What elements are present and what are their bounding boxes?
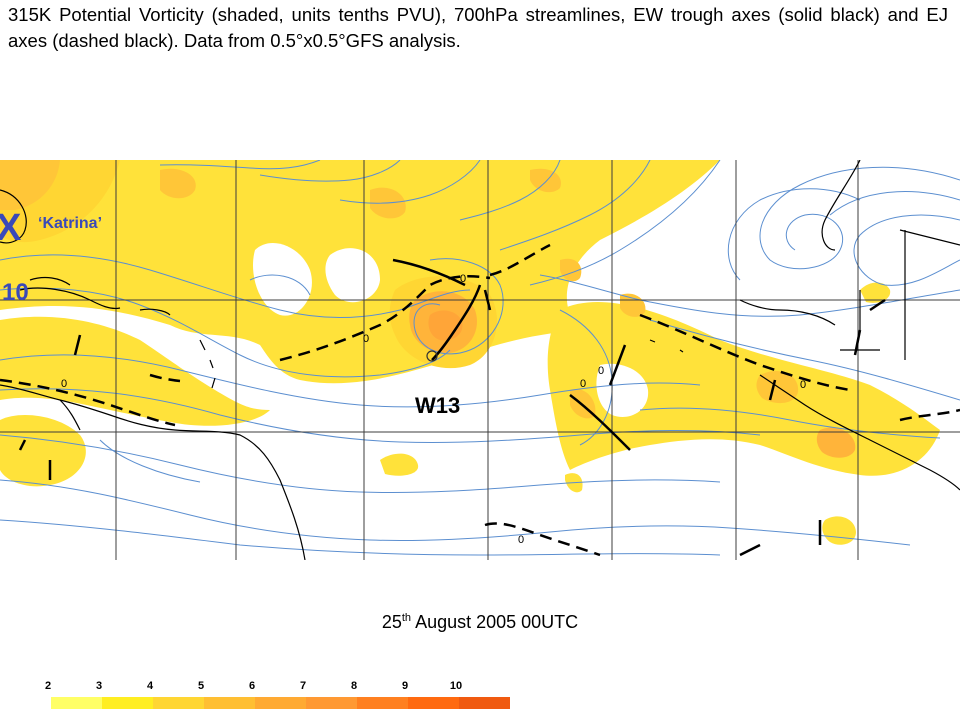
contour-label-3: 0 <box>598 365 604 377</box>
scale-swatch <box>408 697 459 709</box>
pv-map: X ‘Katrina’ 10 W13 0 0 0 0 0 0 0 <box>0 160 960 560</box>
analysis-date: 25th August 2005 00UTC <box>0 612 960 633</box>
wave-vortex-marker <box>426 350 438 362</box>
scale-label: 4 <box>146 680 154 692</box>
scale-label: 9 <box>401 680 409 692</box>
scale-label: 10 <box>449 680 463 692</box>
figure-caption: 315K Potential Vorticity (shaded, units … <box>8 4 948 51</box>
wave-label: W13 <box>415 393 460 418</box>
scale-swatch <box>204 697 255 709</box>
scale-swatch <box>0 697 51 709</box>
scale-label: 6 <box>248 680 256 692</box>
contour-label-7: 0 <box>518 534 524 546</box>
ew-trough-axes <box>18 258 886 557</box>
contour-label-2: 0 <box>363 333 369 345</box>
scale-swatch <box>306 697 357 709</box>
storm-x-label: X <box>0 207 22 249</box>
scale-label: 8 <box>350 680 358 692</box>
annotations: X ‘Katrina’ 10 W13 0 0 0 0 0 0 0 <box>0 207 806 546</box>
date-suffix: th <box>401 612 412 624</box>
storm-name-label: ‘Katrina’ <box>38 215 102 232</box>
contour-label-5: 0 <box>800 379 806 391</box>
scale-swatch <box>255 697 306 709</box>
streamlines <box>0 160 960 556</box>
contour-label-1: 0 <box>460 273 466 285</box>
scale-swatch <box>51 697 102 709</box>
scale-label: 5 <box>197 680 205 692</box>
contour-label-6: 0 <box>61 378 67 390</box>
ej-axes <box>0 243 960 557</box>
storm-number-label: 10 <box>2 279 29 306</box>
scale-swatch <box>459 697 510 709</box>
contour-label-4: 0 <box>580 378 586 390</box>
date-rest: August 2005 00UTC <box>415 612 579 632</box>
scale-swatch <box>153 697 204 709</box>
scale-swatch <box>357 697 408 709</box>
scale-label: 7 <box>299 680 307 692</box>
scale-label: 3 <box>95 680 103 692</box>
latlon-grid <box>0 160 960 560</box>
coastlines <box>0 160 960 560</box>
date-day: 25 <box>381 612 402 632</box>
scale-label: 2 <box>44 680 52 692</box>
scale-swatch <box>102 697 153 709</box>
